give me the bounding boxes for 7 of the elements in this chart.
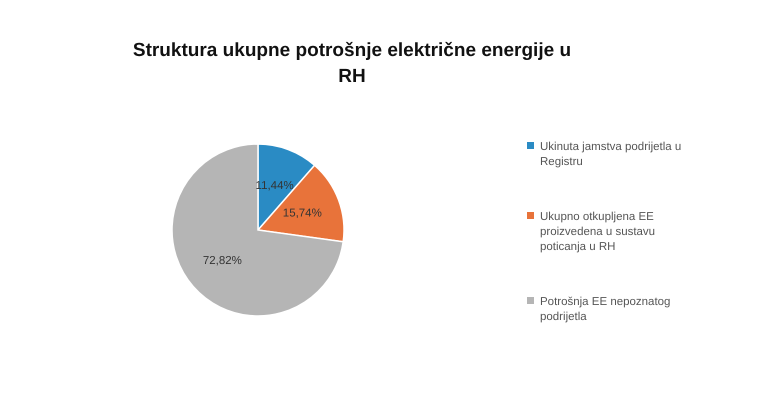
chart-title: Struktura ukupne potrošnje električne energije u RH: [132, 40, 572, 87]
data-label: 15,74%: [282, 207, 322, 220]
data-label: 72,82%: [202, 255, 242, 268]
legend-label: Ukinuta jamstva podrijetla u Registru: [540, 141, 682, 168]
legend-label: Ukupno otkupljena EE proizvedena u sustavu poticanja u RH: [540, 211, 656, 253]
pie-slice: [171, 143, 344, 317]
legend-label: Potrošnja EE nepoznatog podrijetla: [540, 296, 670, 323]
